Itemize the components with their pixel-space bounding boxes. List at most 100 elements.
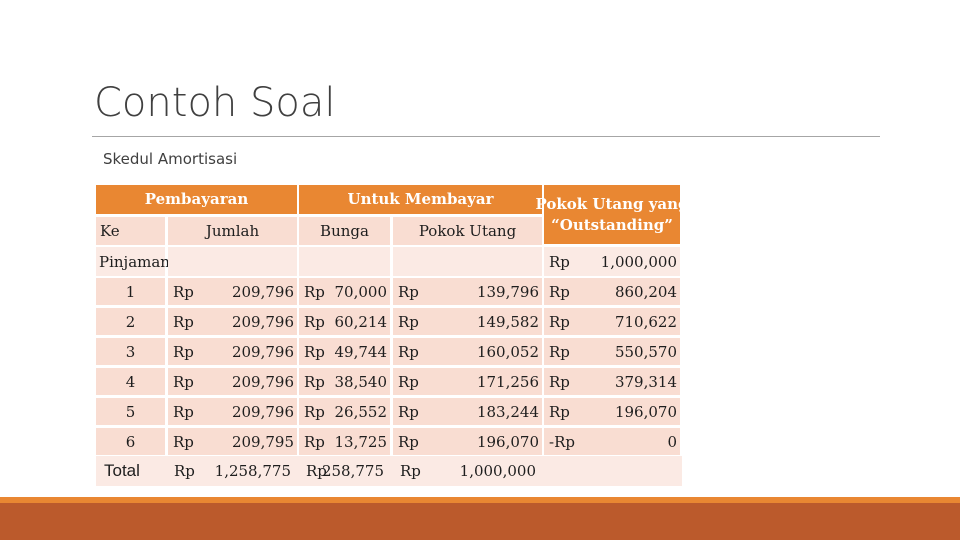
subheader-ke: Ke <box>96 217 165 245</box>
row-jumlah-prefix: Rp <box>173 372 194 391</box>
amortization-schedule-table: Pembayaran Untuk Membayar Pokok Utang ya… <box>96 183 689 486</box>
row-pokok-value: 196,070 <box>476 432 539 451</box>
title-divider <box>92 136 880 137</box>
row-pokok-prefix: Rp <box>398 372 419 391</box>
row-bunga-value: 38,540 <box>334 372 388 391</box>
table-cell: 3 <box>96 338 165 365</box>
table-cell: Rp 209,796 <box>168 398 297 425</box>
table-cell: Rp 550,570 <box>544 338 680 365</box>
row-outstanding-value: 860,204 <box>614 282 677 301</box>
row-bunga-prefix: Rp <box>304 432 325 451</box>
table-cell: Rp 60,214 <box>299 308 390 335</box>
table-cell: 1 <box>96 278 165 305</box>
subheader-bunga: Bunga <box>299 217 390 245</box>
row-outstanding-prefix: Rp <box>549 282 570 301</box>
row-jumlah-prefix: Rp <box>173 402 194 421</box>
row-pokok-value: 171,256 <box>476 372 539 391</box>
row-jumlah-value: 209,796 <box>231 402 294 421</box>
loan-row-label: Pinjaman <box>99 252 170 271</box>
total-jumlah-value: 1,258,775 <box>214 462 291 480</box>
row-pokok-prefix: Rp <box>398 432 419 451</box>
header-outstanding-line1: Pokok Utang yang <box>535 194 689 213</box>
header-payment: Pembayaran <box>96 185 297 214</box>
row-bunga-value: 13,725 <box>334 432 388 451</box>
loan-row-outstanding-value: 1,000,000 <box>600 252 677 271</box>
footer-band-dark <box>0 503 960 540</box>
row-ke: 6 <box>125 432 136 451</box>
row-ke: 2 <box>125 312 136 331</box>
table-cell: 5 <box>96 398 165 425</box>
row-jumlah-prefix: Rp <box>173 342 194 361</box>
row-pokok-value: 149,582 <box>476 312 539 331</box>
row-bunga-prefix: Rp <box>304 342 325 361</box>
table-cell: Rp 171,256 <box>393 368 542 395</box>
row-outstanding-prefix: -Rp <box>549 432 575 451</box>
subheader-pokok-utang: Pokok Utang <box>393 217 542 245</box>
table-cell: Rp 160,052 <box>393 338 542 365</box>
row-outstanding-prefix: Rp <box>549 402 570 421</box>
slide-title: Contoh Soal <box>94 80 336 126</box>
table-cell: Rp 860,204 <box>544 278 680 305</box>
row-jumlah-prefix: Rp <box>173 432 194 451</box>
row-ke: 3 <box>125 342 136 361</box>
total-row: Total Rp 1,258,775 Rp 258,775 Rp 1,000,0… <box>96 456 682 486</box>
loan-row-label-cell: Pinjaman <box>96 247 170 276</box>
total-jumlah-prefix: Rp <box>174 462 195 480</box>
row-bunga-prefix: Rp <box>304 372 325 391</box>
total-pokok-prefix: Rp <box>400 462 421 480</box>
table-cell: Rp 183,244 <box>393 398 542 425</box>
table-cell: Rp 209,796 <box>168 368 297 395</box>
table-cell: Rp 70,000 <box>299 278 390 305</box>
table-cell: Rp 149,582 <box>393 308 542 335</box>
total-bunga-prefix: Rp <box>306 462 327 480</box>
table-cell: Rp 209,795 <box>168 428 297 455</box>
row-pokok-prefix: Rp <box>398 282 419 301</box>
row-jumlah-value: 209,796 <box>231 312 294 331</box>
row-outstanding-value: 710,622 <box>614 312 677 331</box>
header-outstanding-line2: “Outstanding” <box>551 215 673 234</box>
row-bunga-value: 60,214 <box>334 312 388 331</box>
table-cell: Rp 139,796 <box>393 278 542 305</box>
table-cell: Rp 26,552 <box>299 398 390 425</box>
table-cell: Rp 13,725 <box>299 428 390 455</box>
row-ke: 1 <box>125 282 136 301</box>
row-pokok-prefix: Rp <box>398 312 419 331</box>
row-outstanding-value: 550,570 <box>614 342 677 361</box>
row-outstanding-prefix: Rp <box>549 342 570 361</box>
row-bunga-prefix: Rp <box>304 312 325 331</box>
loan-row-empty-cell <box>393 247 542 276</box>
table-cell: 6 <box>96 428 165 455</box>
row-ke: 4 <box>125 372 136 391</box>
table-cell: 4 <box>96 368 165 395</box>
row-ke: 5 <box>125 402 136 421</box>
row-jumlah-value: 209,795 <box>231 432 294 451</box>
loan-row-empty-cell <box>168 247 297 276</box>
row-jumlah-prefix: Rp <box>173 312 194 331</box>
table-cell: Rp 710,622 <box>544 308 680 335</box>
table-cell: Rp 209,796 <box>168 308 297 335</box>
loan-row-empty-cell <box>299 247 390 276</box>
total-row-label: Total <box>104 461 140 480</box>
row-pokok-prefix: Rp <box>398 402 419 421</box>
footer-band-light <box>0 497 960 503</box>
loan-row-outstanding-cell: Rp 1,000,000 <box>544 247 680 276</box>
table-cell: 2 <box>96 308 165 335</box>
row-outstanding-value: 196,070 <box>614 402 677 421</box>
row-pokok-value: 183,244 <box>476 402 539 421</box>
slide-subtitle: Skedul Amortisasi <box>103 150 238 168</box>
table-cell: Rp 49,744 <box>299 338 390 365</box>
total-bunga-value: 258,775 <box>321 462 384 480</box>
row-bunga-prefix: Rp <box>304 402 325 421</box>
row-outstanding-value: 379,314 <box>614 372 677 391</box>
table-cell: Rp 209,796 <box>168 338 297 365</box>
row-outstanding-prefix: Rp <box>549 372 570 391</box>
row-bunga-value: 26,552 <box>334 402 388 421</box>
header-outstanding: Pokok Utang yang “Outstanding” <box>535 183 689 246</box>
row-pokok-prefix: Rp <box>398 342 419 361</box>
header-for-paying: Untuk Membayar <box>299 185 542 214</box>
row-outstanding-value: 0 <box>667 432 677 451</box>
row-jumlah-value: 209,796 <box>231 342 294 361</box>
table-cell: Rp 196,070 <box>393 428 542 455</box>
row-pokok-value: 139,796 <box>476 282 539 301</box>
row-bunga-value: 49,744 <box>334 342 388 361</box>
